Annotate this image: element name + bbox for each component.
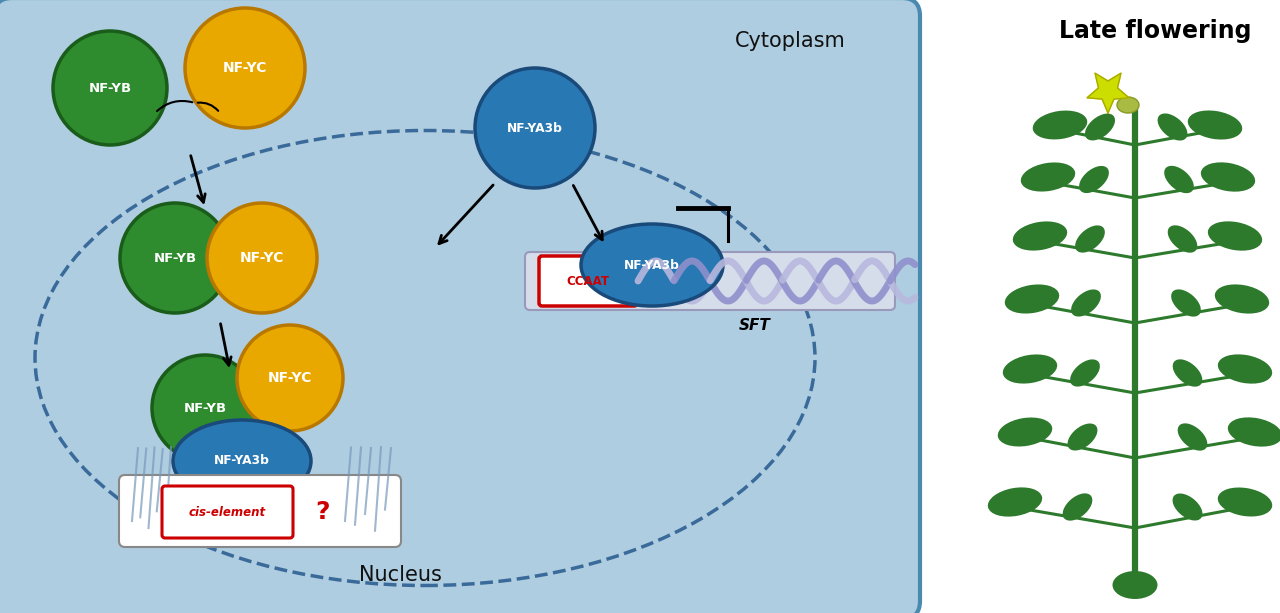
Ellipse shape bbox=[1172, 493, 1202, 520]
Ellipse shape bbox=[1020, 162, 1075, 192]
Ellipse shape bbox=[1071, 289, 1101, 316]
Text: NF-YC: NF-YC bbox=[223, 61, 268, 75]
Ellipse shape bbox=[1217, 487, 1272, 517]
Text: Late flowering: Late flowering bbox=[1059, 19, 1252, 43]
FancyBboxPatch shape bbox=[0, 0, 920, 613]
Ellipse shape bbox=[988, 487, 1042, 517]
Circle shape bbox=[475, 68, 595, 188]
Ellipse shape bbox=[1167, 226, 1197, 253]
Text: SFT: SFT bbox=[739, 318, 771, 332]
Circle shape bbox=[52, 31, 166, 145]
Text: NF-YB: NF-YB bbox=[183, 402, 227, 414]
Text: NF-YB: NF-YB bbox=[154, 251, 197, 264]
Text: NF-YB: NF-YB bbox=[88, 82, 132, 94]
Circle shape bbox=[120, 203, 230, 313]
Text: NF-YC: NF-YC bbox=[239, 251, 284, 265]
Ellipse shape bbox=[1165, 166, 1194, 193]
Circle shape bbox=[186, 8, 305, 128]
Ellipse shape bbox=[1201, 162, 1256, 192]
Ellipse shape bbox=[1157, 113, 1188, 140]
Ellipse shape bbox=[1012, 221, 1068, 251]
FancyBboxPatch shape bbox=[539, 256, 637, 306]
FancyBboxPatch shape bbox=[525, 252, 895, 310]
Circle shape bbox=[237, 325, 343, 431]
Ellipse shape bbox=[1062, 493, 1092, 520]
Ellipse shape bbox=[1208, 221, 1262, 251]
FancyBboxPatch shape bbox=[119, 475, 401, 547]
Text: NF-YC: NF-YC bbox=[268, 371, 312, 385]
Ellipse shape bbox=[1005, 284, 1060, 314]
Ellipse shape bbox=[1217, 354, 1272, 384]
Text: ?: ? bbox=[315, 500, 329, 524]
Text: Cytoplasm: Cytoplasm bbox=[735, 31, 845, 51]
Ellipse shape bbox=[173, 420, 311, 502]
Ellipse shape bbox=[1070, 359, 1100, 387]
Ellipse shape bbox=[1079, 166, 1108, 193]
Ellipse shape bbox=[1215, 284, 1270, 314]
Ellipse shape bbox=[1228, 417, 1280, 447]
Ellipse shape bbox=[1033, 110, 1087, 139]
Text: cis-element: cis-element bbox=[189, 506, 266, 519]
Circle shape bbox=[152, 355, 259, 461]
Ellipse shape bbox=[1171, 289, 1201, 317]
Ellipse shape bbox=[1068, 424, 1097, 451]
Ellipse shape bbox=[1117, 97, 1139, 113]
Ellipse shape bbox=[581, 224, 723, 306]
Ellipse shape bbox=[1188, 110, 1242, 140]
Text: NF-YA3b: NF-YA3b bbox=[507, 121, 563, 134]
Ellipse shape bbox=[998, 417, 1052, 446]
Text: CCAAT: CCAAT bbox=[567, 275, 609, 287]
Ellipse shape bbox=[1112, 571, 1157, 599]
FancyBboxPatch shape bbox=[163, 486, 293, 538]
Text: NF-YA3b: NF-YA3b bbox=[625, 259, 680, 272]
Ellipse shape bbox=[1172, 359, 1202, 387]
Ellipse shape bbox=[1085, 113, 1115, 140]
Polygon shape bbox=[1087, 73, 1129, 113]
Text: NF-YA3b: NF-YA3b bbox=[214, 454, 270, 468]
Text: Nucleus: Nucleus bbox=[358, 565, 442, 585]
Ellipse shape bbox=[1002, 354, 1057, 384]
Ellipse shape bbox=[1178, 424, 1207, 451]
Circle shape bbox=[207, 203, 317, 313]
Ellipse shape bbox=[1075, 226, 1105, 253]
